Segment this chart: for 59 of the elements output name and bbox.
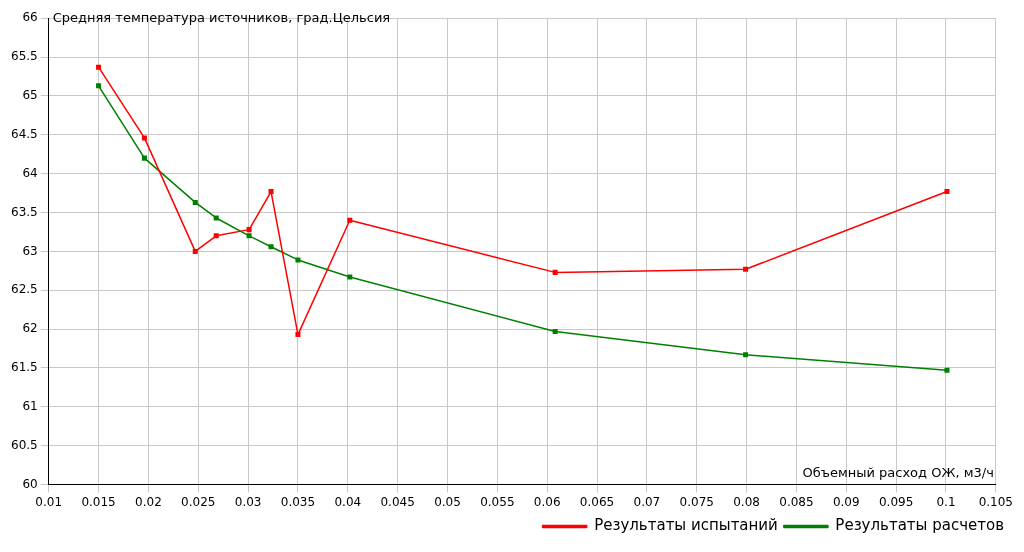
y-tick-label: 65.5 [11,49,38,64]
x-tick-label: 0.02 [135,494,162,509]
point [347,274,353,280]
point [743,266,749,272]
x-tick-label: 0.08 [733,494,760,509]
x-tick-label: 0.095 [878,494,914,509]
point [246,227,252,233]
x-tick-label: 0.105 [978,494,1013,509]
y-tick-label: 66 [22,10,38,25]
point [552,269,558,275]
x-axis-title: Объемный расход ОЖ, м3/ч [802,465,994,481]
point [552,328,558,334]
x-tick-label: 0.065 [579,494,615,509]
y-tick-label: 61.5 [11,360,38,375]
x-tick-label: 0.05 [434,494,461,509]
x-tick-label: 0.075 [679,494,714,509]
point [141,155,147,161]
point [295,332,301,338]
y-tick-label: 64.5 [11,126,38,141]
y-tick-label: 62.5 [11,282,38,297]
point [213,215,219,221]
point [268,189,274,195]
y-tick-label: 60 [22,476,38,491]
x-tick-label: 0.035 [280,494,316,509]
point [96,83,102,89]
point [192,199,198,205]
point [295,257,301,263]
y-tick-label: 60.5 [11,437,38,452]
point [268,244,274,250]
y-tick-label: 63.5 [11,204,38,219]
x-tick-label: 0.045 [380,494,415,509]
point [192,248,198,254]
y-axis-title: Средняя температура источников, град.Цельсия [52,10,391,26]
x-tick-label: 0.1 [936,494,956,509]
point [944,367,950,373]
x-tick-label: 0.015 [81,494,116,509]
legend-label: Результаты испытаний [594,516,778,535]
point [96,64,102,70]
x-tick-label: 0.06 [533,494,561,509]
y-tick-label: 62 [22,321,38,336]
y-tick-label: 61 [22,398,38,413]
point [347,217,353,223]
x-tick-label: 0.025 [181,494,216,509]
point [246,233,252,239]
y-tick-label: 63 [22,243,38,258]
x-tick-label: 0.03 [234,494,262,509]
legend-label: Результаты расчетов [835,516,1004,535]
point [944,189,950,195]
point [141,135,147,141]
x-tick-label: 0.085 [779,494,814,509]
y-tick-label: 64 [22,165,38,180]
x-tick-label: 0.04 [334,494,362,509]
point [743,352,749,358]
y-tick-label: 65 [22,88,38,103]
x-tick-label: 0.09 [832,494,860,509]
x-tick-label: 0.055 [480,494,515,509]
x-tick-label: 0.07 [633,494,661,509]
x-tick-label: 0.01 [35,494,63,509]
point [213,233,219,239]
